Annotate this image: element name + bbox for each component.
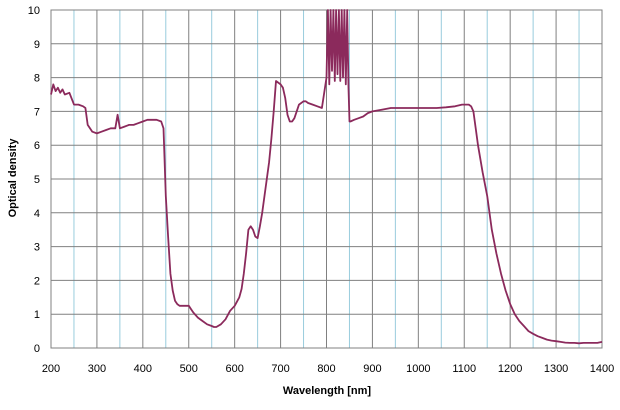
- y-tick-label: 4: [34, 208, 40, 220]
- y-tick-label: 6: [34, 140, 40, 152]
- y-tick-label: 8: [34, 73, 40, 85]
- y-tick-label: 10: [28, 5, 40, 17]
- series-group: [50, 9, 603, 345]
- x-tick-label: 400: [134, 363, 152, 375]
- x-tick-label: 700: [271, 363, 289, 375]
- y-tick-label: 7: [34, 106, 40, 118]
- x-tick-label: 200: [42, 363, 60, 375]
- x-tick-label: 900: [363, 363, 381, 375]
- x-axis-label: Wavelength [nm]: [283, 385, 372, 397]
- x-tick-label: 1000: [406, 363, 430, 375]
- plot-area-border: [50, 9, 603, 349]
- x-tick-label: 1100: [452, 363, 476, 375]
- x-axis-tick-labels: 200 300 400 500 600 700 800 900 1000 1100 1200 1300…: [42, 363, 614, 375]
- y-tick-label: 2: [34, 275, 40, 287]
- y-tick-label: 9: [34, 39, 40, 51]
- y-tick-label: 5: [34, 174, 40, 186]
- y-tick-label: 1: [34, 309, 40, 321]
- x-tick-label: 500: [180, 363, 198, 375]
- x-tick-label: 800: [317, 363, 335, 375]
- x-tick-label: 1400: [590, 363, 614, 375]
- y-axis-label: Optical density: [7, 138, 19, 218]
- y-axis-tick-labels: 0 1 2 3 4 5 6 7 8 9 10: [28, 5, 40, 355]
- x-tick-label: 600: [225, 363, 243, 375]
- y-tick-label: 3: [34, 242, 40, 254]
- series-line: [50, 9, 603, 345]
- y-tick-label: 0: [34, 343, 40, 355]
- x-tick-label: 1300: [544, 363, 568, 375]
- x-tick-label: 300: [88, 363, 106, 375]
- x-tick-label: 1200: [498, 363, 522, 375]
